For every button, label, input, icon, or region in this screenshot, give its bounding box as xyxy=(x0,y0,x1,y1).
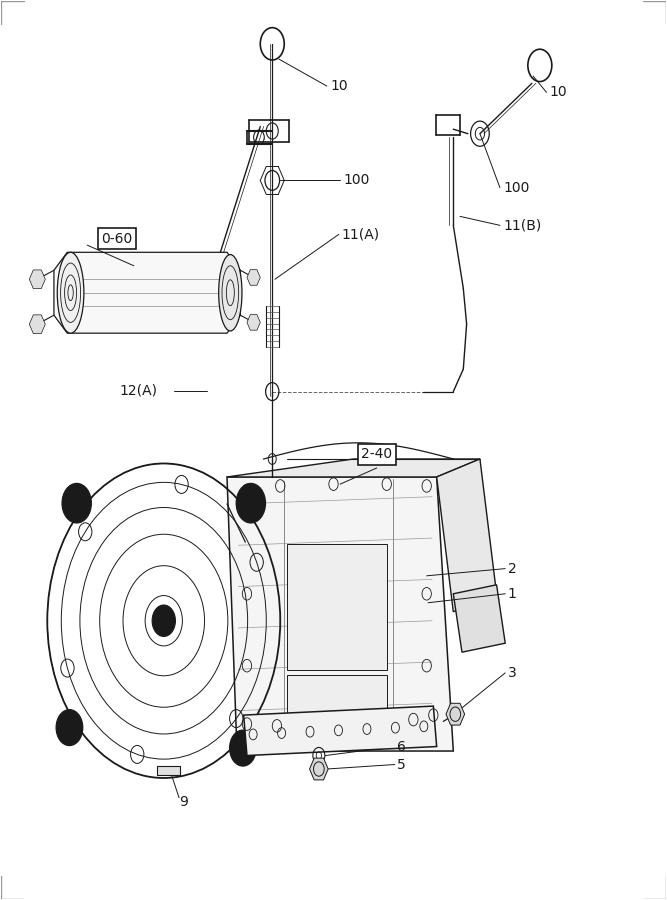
Text: 10: 10 xyxy=(330,79,348,93)
Polygon shape xyxy=(309,758,328,780)
Circle shape xyxy=(152,605,175,636)
Text: 5: 5 xyxy=(398,758,406,771)
Circle shape xyxy=(236,483,265,523)
Text: 11(B): 11(B) xyxy=(503,219,542,232)
FancyBboxPatch shape xyxy=(287,544,387,670)
Circle shape xyxy=(229,730,256,766)
Text: 12(A): 12(A) xyxy=(119,383,157,398)
Polygon shape xyxy=(437,459,496,612)
Text: 9: 9 xyxy=(179,796,188,809)
Text: 0-60: 0-60 xyxy=(101,232,133,246)
Polygon shape xyxy=(54,252,240,333)
Text: 6: 6 xyxy=(398,740,406,753)
Polygon shape xyxy=(29,270,45,289)
Text: 2: 2 xyxy=(508,562,517,576)
Polygon shape xyxy=(247,315,260,330)
Text: 100: 100 xyxy=(503,181,530,194)
FancyBboxPatch shape xyxy=(287,675,387,724)
Polygon shape xyxy=(157,766,180,775)
Polygon shape xyxy=(227,477,454,751)
Text: 1: 1 xyxy=(508,587,517,601)
Circle shape xyxy=(56,709,83,745)
Text: 100: 100 xyxy=(344,174,370,187)
Ellipse shape xyxy=(219,255,242,331)
Ellipse shape xyxy=(57,252,84,333)
Polygon shape xyxy=(243,706,437,755)
Text: 2-40: 2-40 xyxy=(362,447,392,462)
Polygon shape xyxy=(29,315,45,334)
Text: 3: 3 xyxy=(508,666,517,680)
Text: 10: 10 xyxy=(550,86,568,99)
Polygon shape xyxy=(454,585,505,652)
Text: 11(A): 11(A) xyxy=(342,228,380,241)
Polygon shape xyxy=(446,703,465,725)
Circle shape xyxy=(62,483,91,523)
Polygon shape xyxy=(247,270,260,285)
Polygon shape xyxy=(227,459,480,477)
